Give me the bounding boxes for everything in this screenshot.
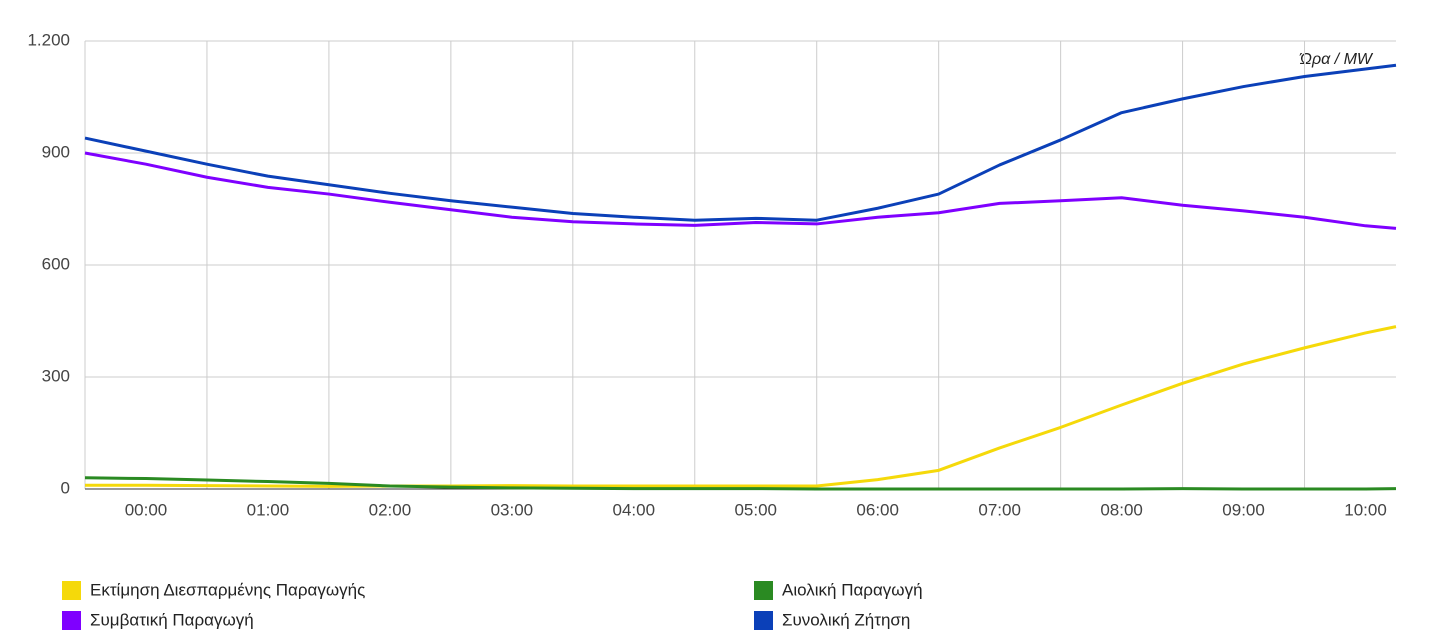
series-line [84, 63, 1397, 222]
x-tick-label: 09:00 [1222, 500, 1265, 519]
x-tick-label: 07:00 [978, 500, 1021, 519]
legend-swatch [62, 581, 81, 600]
y-tick-label: 600 [42, 254, 70, 273]
legend-swatch [62, 611, 81, 630]
legend-label: Συμβατική Παραγωγή [90, 610, 254, 629]
x-tick-label: 06:00 [856, 500, 899, 519]
legend-label: Συνολική Ζήτηση [782, 610, 910, 629]
legend-swatch [754, 581, 773, 600]
series-line [84, 476, 1397, 491]
legend-swatch [754, 611, 773, 630]
y-tick-label: 300 [42, 366, 70, 385]
x-tick-label: 03:00 [491, 500, 534, 519]
y-tick-label: 0 [61, 478, 70, 497]
legend-label: Αιολική Παραγωγή [782, 580, 923, 599]
legend-label: Εκτίμηση Διεσπαρμένης Παραγωγής [90, 580, 365, 599]
x-tick-label: 04:00 [613, 500, 656, 519]
series-line [84, 151, 1397, 230]
x-tick-label: 05:00 [734, 500, 777, 519]
y-tick-label: 1.200 [27, 30, 70, 49]
y-tick-label: 900 [42, 142, 70, 161]
series-line [85, 325, 1397, 488]
x-tick-label: 02:00 [369, 500, 412, 519]
annotation: Ώρα / MW [1299, 51, 1374, 68]
x-tick-label: 01:00 [247, 500, 290, 519]
x-tick-label: 08:00 [1100, 500, 1143, 519]
x-tick-label: 10:00 [1344, 500, 1387, 519]
x-tick-label: 00:00 [125, 500, 168, 519]
